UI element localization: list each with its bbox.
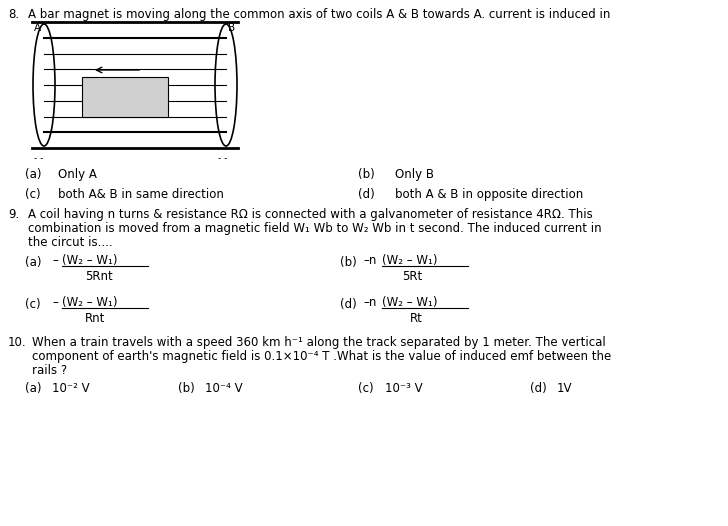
Text: both A& B in same direction: both A& B in same direction: [58, 188, 224, 201]
Text: rails ?: rails ?: [32, 364, 67, 377]
Text: component of earth's magnetic field is 0.1×10⁻⁴ T .What is the value of induced : component of earth's magnetic field is 0…: [32, 350, 612, 363]
Text: (a): (a): [25, 168, 41, 181]
Text: (c): (c): [358, 382, 373, 395]
Text: Rt: Rt: [410, 312, 423, 325]
Text: (a): (a): [25, 256, 41, 269]
Text: 1V: 1V: [557, 382, 572, 395]
Text: 9.: 9.: [8, 208, 19, 221]
Text: (W₂ – W₁): (W₂ – W₁): [382, 296, 438, 309]
Text: When a train travels with a speed 360 km h⁻¹ along the track separated by 1 mete: When a train travels with a speed 360 km…: [32, 336, 606, 349]
Text: Only B: Only B: [395, 168, 434, 181]
Text: –: –: [52, 254, 58, 267]
Text: 8.: 8.: [8, 8, 19, 21]
Text: s: s: [152, 89, 157, 98]
Text: 5Rt: 5Rt: [402, 270, 422, 283]
Text: (b): (b): [340, 256, 357, 269]
Text: n: n: [85, 89, 91, 98]
Text: Rnt: Rnt: [85, 312, 106, 325]
Text: (d): (d): [340, 298, 357, 311]
Text: 10⁻³ V: 10⁻³ V: [385, 382, 423, 395]
Text: (a): (a): [25, 382, 41, 395]
Text: - -: - -: [34, 154, 44, 163]
Text: (W₂ – W₁): (W₂ – W₁): [382, 254, 438, 267]
Text: (c): (c): [25, 188, 41, 201]
Text: both A & B in opposite direction: both A & B in opposite direction: [395, 188, 583, 201]
Text: (b): (b): [358, 168, 375, 181]
Text: (b): (b): [178, 382, 195, 395]
Text: (c): (c): [25, 298, 41, 311]
Bar: [82, 77, 168, 117]
Text: (W₂ – W₁): (W₂ – W₁): [62, 296, 117, 309]
Text: (d): (d): [358, 188, 375, 201]
Text: –n: –n: [363, 254, 376, 267]
Text: - -: - -: [218, 154, 227, 163]
Text: –: –: [52, 296, 58, 309]
Text: 10⁻² V: 10⁻² V: [52, 382, 90, 395]
Text: (d): (d): [530, 382, 547, 395]
Text: (W₂ – W₁): (W₂ – W₁): [62, 254, 117, 267]
Text: 10.: 10.: [8, 336, 27, 349]
Text: 5Rnt: 5Rnt: [85, 270, 113, 283]
Text: the circut is....: the circut is....: [28, 236, 113, 249]
Text: A coil having n turns & resistance RΩ is connected with a galvanometer of resist: A coil having n turns & resistance RΩ is…: [28, 208, 593, 221]
Text: A: A: [34, 23, 41, 33]
Text: Only A: Only A: [58, 168, 97, 181]
Text: –n: –n: [363, 296, 376, 309]
Text: B: B: [228, 23, 235, 33]
Text: A bar magnet is moving along the common axis of two coils A & B towards A. curre: A bar magnet is moving along the common …: [28, 8, 610, 21]
Text: 10⁻⁴ V: 10⁻⁴ V: [205, 382, 242, 395]
Text: combination is moved from a magnetic field W₁ Wb to W₂ Wb in t second. The induc: combination is moved from a magnetic fie…: [28, 222, 601, 235]
